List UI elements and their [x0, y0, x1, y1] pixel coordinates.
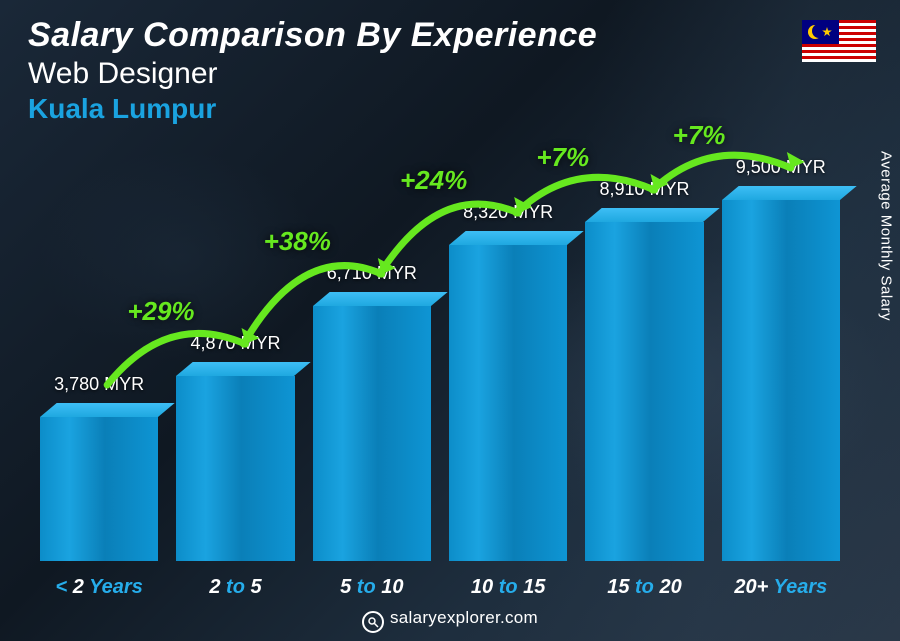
bar-value-label: 9,500 MYR — [736, 157, 826, 178]
chart-header: Salary Comparison By Experience Web Desi… — [28, 16, 597, 125]
bar-value-label: 8,320 MYR — [463, 202, 553, 223]
growth-label-2: +38% — [264, 226, 331, 257]
x-tick-3: 10 to 15 — [449, 576, 567, 599]
growth-label-1: +29% — [127, 296, 194, 327]
bar-value-label: 8,910 MYR — [599, 179, 689, 200]
bar-value-label: 6,710 MYR — [327, 263, 417, 284]
growth-label-4: +7% — [536, 142, 589, 173]
growth-label-5: +7% — [673, 120, 726, 151]
y-axis-label: Average Monthly Salary — [878, 151, 895, 321]
bar-2: 6,710 MYR — [313, 306, 431, 561]
bar-value-label: 4,870 MYR — [190, 333, 280, 354]
chart-location: Kuala Lumpur — [28, 93, 597, 125]
bar-4: 8,910 MYR — [585, 222, 703, 561]
x-tick-0: < 2 Years — [40, 576, 158, 599]
bar-chart: 3,780 MYR4,870 MYR6,710 MYR8,320 MYR8,91… — [40, 180, 840, 561]
bar-1: 4,870 MYR — [176, 376, 294, 561]
chart-subtitle: Web Designer — [28, 57, 597, 91]
footer: salaryexplorer.com — [0, 608, 900, 633]
x-tick-1: 2 to 5 — [176, 576, 294, 599]
bar-3: 8,320 MYR — [449, 245, 567, 561]
magnifier-icon — [362, 611, 384, 633]
x-tick-2: 5 to 10 — [313, 576, 431, 599]
bar-5: 9,500 MYR — [722, 200, 840, 561]
bar-value-label: 3,780 MYR — [54, 374, 144, 395]
x-tick-5: 20+ Years — [722, 576, 840, 599]
x-axis: < 2 Years 2 to 5 5 to 10 10 to 15 15 to 20 20… — [40, 576, 840, 599]
bar-0: 3,780 MYR — [40, 417, 158, 561]
growth-label-3: +24% — [400, 165, 467, 196]
malaysia-flag-icon — [802, 20, 876, 62]
x-tick-4: 15 to 20 — [585, 576, 703, 599]
footer-site: salaryexplorer.com — [390, 608, 538, 627]
chart-title: Salary Comparison By Experience — [28, 16, 597, 55]
